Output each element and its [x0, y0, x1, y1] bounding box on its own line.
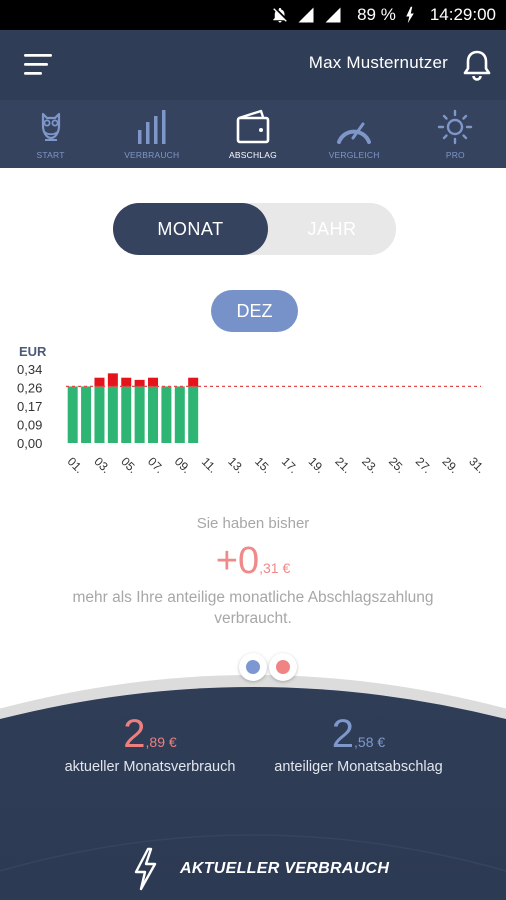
clock: 14:29:00	[429, 5, 496, 24]
battery-percent: 89 %	[357, 5, 396, 24]
toggle-month[interactable]: MONAT	[113, 203, 268, 255]
page-dot-red[interactable]	[269, 653, 297, 681]
signal-icon	[298, 7, 314, 23]
x-tick-label: 23.	[359, 454, 381, 476]
bar-day-4	[107, 386, 118, 443]
page-dot-blue[interactable]	[239, 653, 267, 681]
main-nav: START VERBRAUCH ABSCHLAG VERG	[0, 100, 506, 168]
stat-current-month-small: ,89 €	[145, 734, 177, 750]
app-header: Max Musternutzer	[0, 30, 506, 100]
month-selector[interactable]: DEZ	[211, 290, 298, 332]
bar-over-day-7	[148, 377, 159, 387]
wallet-icon	[236, 109, 270, 144]
sun-icon	[438, 109, 473, 145]
summary-description: mehr als Ihre anteilige monatliche Absch…	[72, 589, 434, 627]
bar-day-10	[188, 386, 199, 443]
status-bar: 4G 89 % 14:29:00	[0, 0, 506, 30]
x-tick-label: 15.	[252, 454, 274, 476]
x-tick-label: 05.	[118, 454, 140, 476]
bar-over-day-3	[94, 377, 105, 387]
bar-day-9	[174, 386, 185, 443]
bar-day-2	[81, 386, 92, 443]
x-tick-label: 09.	[172, 454, 194, 476]
nav-label-start: START	[36, 150, 65, 160]
gauge-icon	[337, 122, 372, 144]
charging-icon	[406, 6, 414, 24]
x-tick-label: 13.	[225, 454, 247, 476]
stat-partial-installment-value: 2,58 €	[256, 712, 461, 757]
y-tick-label: 0,26	[17, 381, 42, 396]
stat-partial-installment-big: 2	[331, 712, 355, 756]
bell-icon[interactable]	[460, 48, 494, 82]
bar-day-6	[134, 386, 145, 443]
bar-day-3	[94, 386, 105, 443]
nav-label-verbrauch: VERBRAUCH	[124, 150, 180, 160]
summary-intro: Sie haben bisher	[196, 515, 310, 532]
nav-item-abschlag[interactable]: ABSCHLAG	[202, 100, 303, 168]
x-tick-label: 07.	[145, 454, 167, 476]
x-tick-label: 29.	[440, 454, 462, 476]
nav-item-verbrauch[interactable]: VERBRAUCH	[101, 100, 202, 168]
lightning-icon	[134, 847, 157, 891]
stat-partial-installment-label: anteiliger Monatsabschlag	[274, 759, 443, 775]
nav-label-pro: PRO	[445, 150, 465, 160]
current-consumption-label: AKTUELLER VERBRAUCH	[180, 860, 390, 877]
username[interactable]: Max Musternutzer	[308, 53, 448, 72]
mobile-data-icon: 4G	[325, 7, 341, 23]
x-tick-label: 11.	[199, 455, 220, 476]
stat-current-month-label: aktueller Monatsverbrauch	[64, 759, 236, 775]
x-tick-label: 17.	[279, 454, 301, 476]
bar-day-8	[161, 386, 172, 443]
y-tick-label: 0,00	[17, 436, 42, 451]
bar-over-day-6	[134, 379, 145, 387]
page-indicator	[239, 653, 301, 681]
x-tick-label: 19.	[306, 454, 328, 476]
x-tick-label: 27.	[413, 454, 435, 476]
x-tick-label: 31.	[466, 454, 488, 476]
summary-value-small: ,31 €	[259, 560, 291, 576]
menu-icon[interactable]	[24, 52, 54, 78]
bar-day-1	[67, 386, 78, 443]
summary-value-big: +0	[215, 540, 260, 582]
owl-icon	[41, 112, 60, 141]
nav-label-abschlag: ABSCHLAG	[229, 150, 277, 160]
bar-day-5	[121, 386, 132, 443]
bar-day-7	[148, 386, 159, 443]
x-tick-label: 25.	[386, 454, 408, 476]
stat-current-month-big: 2	[123, 712, 146, 756]
y-axis-label: EUR	[19, 344, 47, 359]
consumption-chart: EUR 0,34 0,26 0,17 0,09 0,00 01. 03. 05. 07. 09. 11…	[17, 344, 488, 476]
x-tick-label: 01.	[65, 454, 87, 476]
x-tick-label: 03.	[91, 454, 113, 476]
bar-over-day-4	[107, 373, 118, 387]
svg-text:4G: 4G	[326, 8, 335, 15]
stat-current-month: 2,89 € aktueller Monatsverbrauch	[40, 712, 260, 775]
toggle-year[interactable]: JAHR	[307, 218, 357, 239]
nav-label-vergleich: VERGLEICH	[328, 150, 380, 160]
bottom-panel	[0, 675, 506, 900]
summary-value: +0,31 €	[0, 540, 506, 583]
nav-item-start[interactable]: START	[0, 100, 101, 168]
bar-over-day-5	[121, 377, 132, 387]
stat-current-month-value: 2,89 €	[40, 712, 260, 757]
y-tick-label: 0,17	[17, 399, 42, 414]
stat-partial-installment: 2,58 € anteiliger Monatsabschlag	[256, 712, 461, 775]
bars-icon	[137, 110, 166, 144]
y-tick-label: 0,34	[17, 362, 42, 377]
y-tick-label: 0,09	[17, 418, 42, 433]
nav-item-pro[interactable]: PRO	[405, 100, 506, 168]
notifications-off-icon	[273, 7, 287, 23]
period-toggle: MONAT JAHR	[113, 203, 396, 255]
current-consumption-button[interactable]: AKTUELLER VERBRAUCH	[130, 846, 390, 892]
bar-over-day-10	[188, 377, 199, 387]
nav-item-vergleich[interactable]: VERGLEICH	[304, 100, 405, 168]
x-tick-label: 21.	[332, 454, 354, 476]
stat-partial-installment-small: ,58 €	[354, 734, 386, 750]
